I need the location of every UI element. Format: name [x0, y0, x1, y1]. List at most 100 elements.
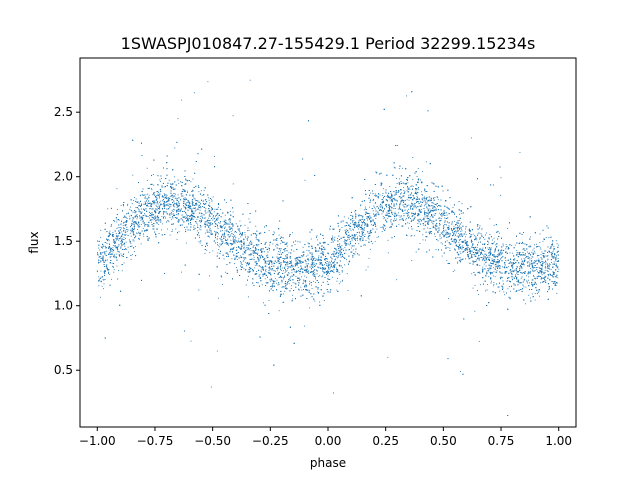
- data-point: [553, 249, 555, 251]
- data-point: [295, 286, 297, 288]
- data-point: [316, 291, 318, 293]
- data-point: [376, 172, 377, 174]
- data-point: [290, 261, 292, 262]
- data-point: [369, 200, 371, 202]
- data-point: [131, 245, 133, 247]
- data-point: [260, 256, 262, 258]
- data-point: [183, 205, 184, 207]
- data-point: [108, 247, 110, 249]
- data-point: [205, 199, 207, 201]
- data-point: [401, 196, 403, 198]
- data-point: [132, 219, 134, 221]
- data-point: [531, 251, 533, 253]
- data-point: [120, 224, 122, 226]
- data-point: [365, 239, 367, 241]
- data-point: [556, 243, 558, 245]
- data-point: [207, 245, 208, 247]
- data-point: [161, 216, 163, 218]
- data-point: [193, 92, 195, 94]
- data-point: [314, 257, 315, 259]
- data-point: [123, 253, 125, 255]
- data-point: [357, 228, 359, 230]
- data-point: [248, 218, 250, 220]
- data-point: [513, 283, 515, 284]
- data-point: [551, 254, 553, 256]
- data-point: [125, 234, 126, 236]
- data-point: [258, 260, 260, 261]
- data-point: [403, 212, 405, 214]
- data-point: [330, 254, 332, 255]
- data-point: [394, 199, 396, 201]
- data-point: [447, 233, 449, 235]
- data-point: [482, 253, 484, 255]
- data-point: [146, 224, 148, 226]
- data-point: [443, 210, 445, 212]
- data-point: [221, 237, 223, 239]
- data-point: [375, 202, 376, 203]
- data-point: [516, 278, 518, 280]
- data-point: [276, 243, 278, 245]
- data-point: [492, 262, 494, 264]
- data-point: [328, 261, 330, 263]
- data-point: [531, 293, 533, 295]
- data-point: [439, 224, 441, 226]
- data-point: [121, 231, 123, 233]
- data-point: [108, 240, 110, 242]
- data-point: [299, 259, 301, 261]
- data-point: [129, 206, 131, 208]
- data-point: [480, 284, 481, 286]
- data-point: [496, 265, 498, 267]
- data-point: [536, 243, 538, 245]
- data-point: [250, 250, 252, 252]
- data-point: [256, 271, 258, 272]
- data-point: [540, 254, 542, 256]
- data-point: [398, 168, 400, 170]
- data-point: [307, 254, 309, 256]
- data-point: [356, 239, 358, 241]
- data-point: [318, 256, 319, 258]
- data-point: [212, 250, 214, 252]
- data-point: [293, 250, 295, 252]
- data-point: [551, 262, 553, 263]
- data-point: [466, 241, 468, 243]
- data-point: [361, 217, 363, 219]
- data-point: [248, 296, 250, 298]
- data-point: [152, 228, 154, 230]
- data-point: [137, 229, 139, 230]
- data-point: [168, 214, 170, 216]
- data-point: [192, 216, 194, 218]
- data-point: [391, 196, 393, 198]
- data-point: [133, 223, 135, 225]
- data-point: [477, 258, 479, 260]
- data-point: [185, 213, 187, 215]
- data-point: [305, 270, 307, 272]
- data-point: [170, 186, 172, 188]
- data-point: [459, 259, 460, 261]
- data-point: [204, 253, 206, 255]
- data-point: [311, 288, 313, 289]
- data-point: [424, 191, 426, 193]
- data-point: [304, 269, 306, 271]
- data-point: [269, 261, 270, 263]
- data-point: [418, 188, 420, 190]
- data-point: [485, 261, 487, 263]
- data-point: [230, 231, 232, 233]
- data-point: [217, 242, 218, 243]
- data-point: [199, 201, 201, 203]
- data-point: [232, 115, 234, 117]
- data-point: [247, 275, 249, 277]
- data-point: [130, 231, 132, 233]
- data-point: [249, 79, 251, 81]
- data-point: [276, 239, 278, 241]
- data-point: [478, 257, 480, 259]
- data-point: [469, 247, 471, 249]
- data-point: [488, 242, 490, 244]
- data-point: [127, 212, 129, 214]
- data-point: [538, 258, 540, 260]
- data-point: [409, 189, 411, 191]
- data-point: [432, 205, 434, 207]
- data-point: [203, 223, 205, 225]
- data-point: [405, 199, 406, 201]
- data-point: [98, 256, 100, 258]
- data-point: [555, 258, 557, 260]
